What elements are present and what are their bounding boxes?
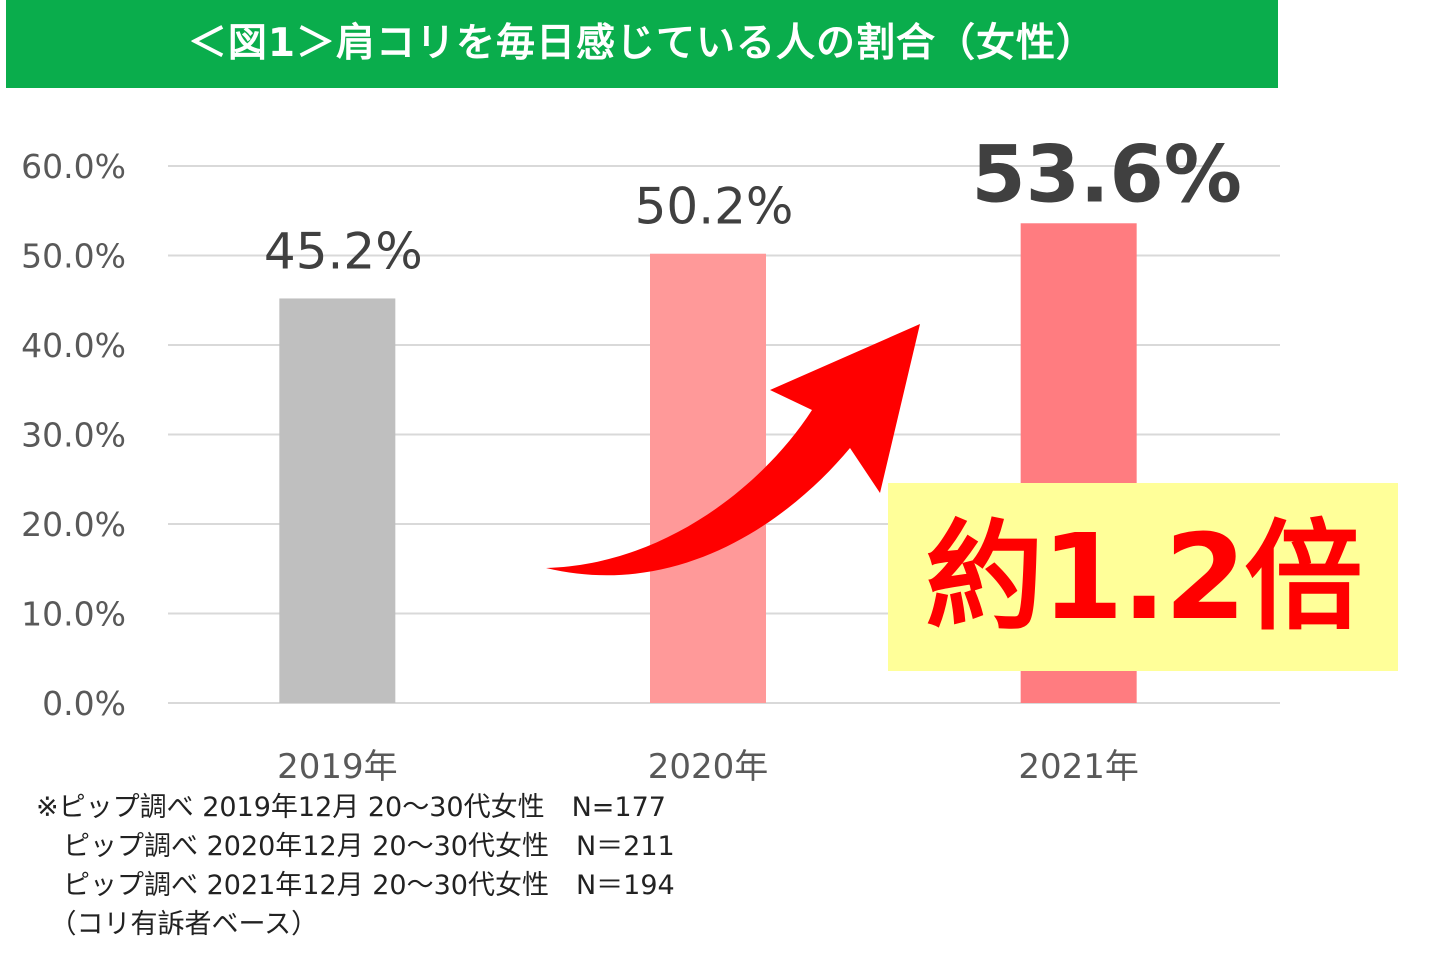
data-label: 45.2%	[264, 222, 423, 280]
y-tick-label: 0.0%	[42, 684, 126, 723]
callout-box: 約1.2倍	[888, 483, 1398, 671]
y-tick-label: 10.0%	[21, 595, 126, 634]
title-banner: ＜図1＞肩コリを毎日感じている人の割合（女性）	[6, 0, 1278, 88]
y-axis-ticks: 0.0% 10.0% 20.0% 30.0% 40.0% 50.0% 60.0%	[21, 147, 126, 723]
x-tick-label: 2021年	[1018, 747, 1139, 787]
x-tick-label: 2019年	[277, 747, 398, 787]
footnote-line: ピップ調べ 2021年12月 20～30代女性 N＝194	[36, 870, 675, 901]
x-tick-label: 2020年	[648, 747, 769, 787]
bar	[279, 298, 396, 703]
y-tick-label: 50.0%	[21, 237, 126, 276]
footnote-line: ピップ調べ 2020年12月 20～30代女性 N＝211	[36, 831, 675, 862]
growth-arrow	[546, 324, 920, 576]
footnotes: ※ピップ調べ 2019年12月 20～30代女性 N=177 ピップ調べ 202…	[36, 788, 675, 944]
y-tick-label: 40.0%	[21, 326, 126, 365]
data-label: 50.2%	[635, 178, 794, 236]
data-labels: 45.2% 50.2% 53.6%	[264, 130, 1242, 280]
y-tick-label: 20.0%	[21, 505, 126, 544]
bar	[650, 253, 766, 703]
footnote-line: ※ピップ調べ 2019年12月 20～30代女性 N=177	[36, 792, 666, 823]
data-label: 53.6%	[971, 130, 1242, 220]
footnote-line: （コリ有訴者ベース）	[36, 909, 319, 940]
chart-title: ＜図1＞肩コリを毎日感じている人の割合（女性）	[187, 21, 1097, 66]
x-axis-ticks: 2019年 2020年 2021年	[277, 747, 1139, 787]
callout-text: 約1.2倍	[925, 508, 1362, 646]
y-tick-label: 30.0%	[21, 416, 126, 455]
growth-arrow-icon	[546, 324, 920, 576]
y-tick-label: 60.0%	[21, 147, 126, 186]
